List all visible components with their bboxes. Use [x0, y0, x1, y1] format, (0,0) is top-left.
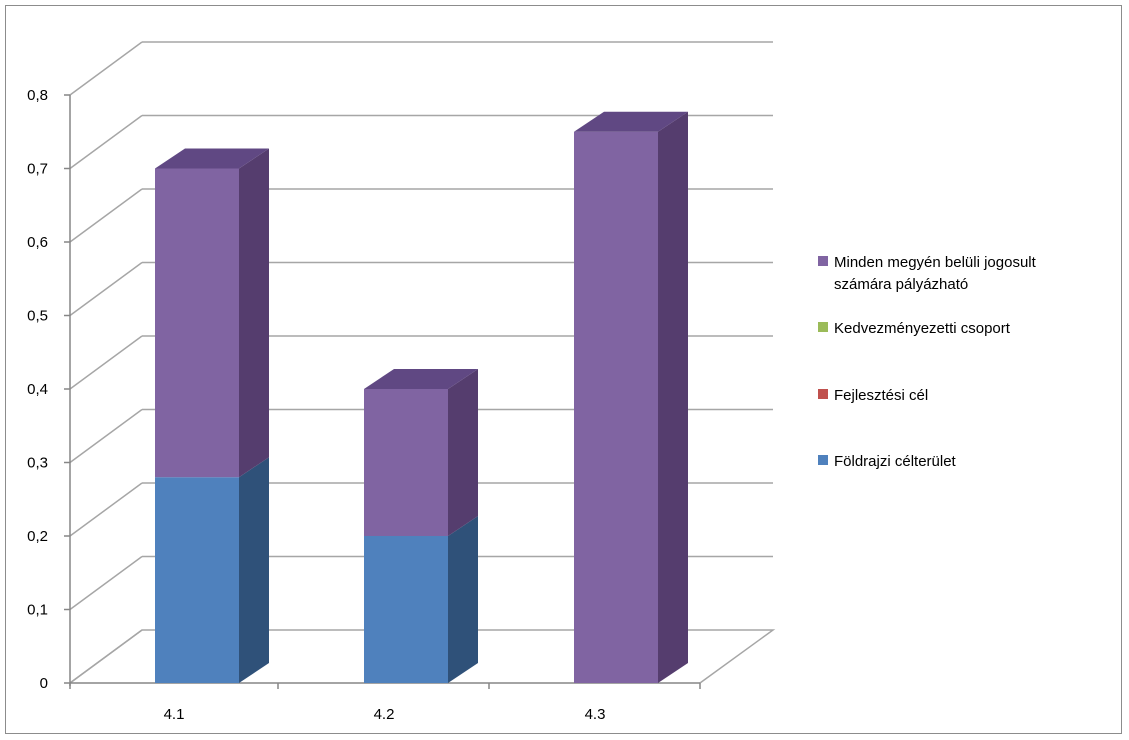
x-tick-label: 4.3 [585, 706, 606, 723]
bar-segment-top [574, 111, 688, 132]
bar-segment [574, 131, 658, 683]
bar-segment [155, 168, 239, 478]
legend-swatch [818, 455, 828, 465]
wall-gridline [69, 261, 143, 317]
legend-label: Fejlesztési cél [834, 387, 928, 404]
wall-gridline [69, 335, 143, 390]
bar-segment-side [448, 369, 478, 536]
bar-segment-side [448, 516, 478, 683]
bar-segment-side [239, 457, 269, 683]
y-tick-label: 0,6 [27, 234, 48, 251]
wall-gridline [69, 555, 143, 611]
y-tick-label: 0,1 [27, 602, 48, 619]
legend-label: Kedvezményezetti csoport [834, 320, 1011, 337]
legend-label: Minden megyén belüli jogosult számára pál… [834, 254, 1037, 293]
legend-swatch [818, 322, 828, 332]
bar-segment-top [155, 148, 269, 169]
wall-gridline [69, 114, 143, 170]
wall-gridline [69, 41, 143, 96]
legend-swatch [818, 389, 828, 399]
wall-gridline [69, 188, 143, 243]
legend-label: Földrajzi célterület [834, 453, 957, 470]
y-tick-label: 0,5 [27, 308, 48, 325]
bar-segment [155, 477, 239, 683]
bar-segment [364, 389, 448, 536]
bar-segment [364, 536, 448, 683]
y-tick-label: 0,4 [27, 381, 48, 398]
x-tick-label: 4.1 [164, 706, 185, 723]
y-tick-label: 0,2 [27, 528, 48, 545]
y-tick-label: 0,8 [27, 87, 48, 104]
y-tick-label: 0 [40, 675, 48, 692]
y-tick-label: 0,7 [27, 161, 48, 178]
legend-swatch [818, 256, 828, 266]
bar-segment-top [364, 369, 478, 389]
bar-segment-side [658, 111, 688, 683]
bar-segment-side [239, 148, 269, 478]
y-tick-label: 0,3 [27, 455, 48, 472]
x-tick-label: 4.2 [374, 706, 395, 723]
wall-gridline [69, 482, 143, 537]
wall-gridline [69, 408, 143, 464]
